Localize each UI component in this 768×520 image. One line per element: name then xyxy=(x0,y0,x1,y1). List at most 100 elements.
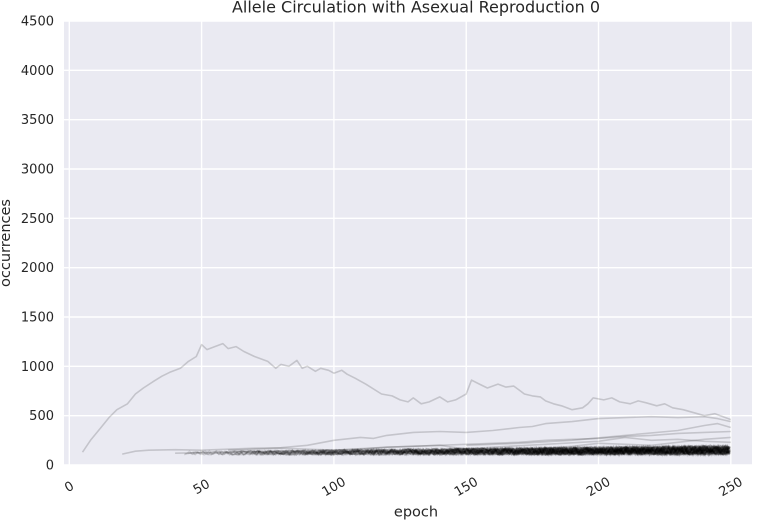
series-line-2 xyxy=(175,430,731,454)
dense-trace xyxy=(235,444,732,457)
x-axis-ticks: 0 50 100 150 200 250 xyxy=(62,475,745,500)
dense-trace xyxy=(386,444,729,458)
y-tick-label: 3500 xyxy=(21,113,54,128)
dense-trace xyxy=(529,443,731,457)
y-tick-label: 0 xyxy=(46,459,54,474)
dense-trace xyxy=(304,444,729,457)
dense-trace xyxy=(230,444,731,457)
dense-trace xyxy=(249,443,730,457)
dense-trace xyxy=(447,444,730,457)
dense-trace xyxy=(192,443,731,458)
dense-trace xyxy=(610,444,730,457)
dense-trace xyxy=(500,443,729,458)
dense-trace xyxy=(184,444,730,458)
dense-trace xyxy=(490,444,729,457)
chart-title: Allele Circulation with Asexual Reproduc… xyxy=(232,0,600,17)
dense-trace xyxy=(408,443,730,458)
dense-trace xyxy=(224,444,731,457)
dense-trace xyxy=(604,444,730,458)
dense-trace xyxy=(302,444,730,457)
dense-trace xyxy=(364,444,731,457)
x-tick-label: 0 xyxy=(62,479,77,496)
dense-trace xyxy=(367,444,731,457)
y-axis-title: occurrences xyxy=(0,199,14,287)
y-tick-label: 4000 xyxy=(21,64,54,79)
dense-trace xyxy=(317,444,730,457)
dense-trace xyxy=(466,444,730,458)
dense-trace xyxy=(233,444,730,458)
dense-trace xyxy=(219,443,731,457)
dense-trace xyxy=(269,444,731,458)
dense-trace xyxy=(511,444,731,458)
dense-trace xyxy=(429,444,730,457)
y-axis-ticks: 0 500 1000 1500 2000 2500 3000 3500 4000 4500 xyxy=(21,15,54,474)
dense-trace xyxy=(369,443,731,457)
dense-trace xyxy=(412,443,731,457)
dense-trace xyxy=(501,444,731,456)
y-tick-label: 3000 xyxy=(21,163,54,178)
series-line-0 xyxy=(81,342,732,453)
dense-trace xyxy=(265,444,729,457)
x-tick-label: 50 xyxy=(191,477,213,498)
dense-trace xyxy=(542,443,732,458)
x-tick-label: 100 xyxy=(320,475,349,500)
dense-trace xyxy=(188,444,731,457)
dense-trace xyxy=(454,443,730,457)
dense-trace xyxy=(432,445,731,457)
x-tick-label: 150 xyxy=(452,475,481,500)
dense-trace xyxy=(487,444,730,457)
dense-trace xyxy=(322,443,731,457)
dense-trace xyxy=(288,444,731,458)
dense-trace xyxy=(529,443,730,457)
dense-trace xyxy=(357,444,731,457)
dense-trace xyxy=(434,444,730,457)
dense-trace xyxy=(403,443,730,457)
dense-trace xyxy=(552,444,731,458)
dense-trace xyxy=(560,444,731,458)
dense-trace xyxy=(341,444,729,457)
grid xyxy=(64,20,752,466)
dense-trace xyxy=(512,444,731,458)
dense-trace xyxy=(517,444,730,457)
y-tick-label: 500 xyxy=(29,409,54,424)
dense-trace xyxy=(320,444,729,458)
series-lines xyxy=(81,342,732,455)
series-line-4 xyxy=(307,436,731,454)
y-tick-label: 1500 xyxy=(21,311,54,326)
dense-trace xyxy=(251,445,730,457)
series-line-5 xyxy=(466,422,732,447)
dense-trace xyxy=(572,444,730,457)
dense-trace xyxy=(388,444,731,457)
dense-trace xyxy=(401,444,731,457)
dense-trace xyxy=(573,443,731,457)
dense-trace xyxy=(537,445,730,457)
dense-trace xyxy=(486,444,732,457)
dense-trace xyxy=(613,444,729,457)
x-axis-title: epoch xyxy=(394,505,438,520)
dense-trace xyxy=(432,444,731,457)
dense-trace xyxy=(342,444,729,457)
x-tick-label: 250 xyxy=(717,475,746,500)
dense-trace xyxy=(427,444,731,457)
dense-band xyxy=(183,443,732,458)
y-tick-label: 1000 xyxy=(21,360,54,375)
y-tick-label: 2000 xyxy=(21,261,54,276)
dense-trace xyxy=(561,445,730,457)
y-tick-label: 4500 xyxy=(21,15,54,30)
dense-trace xyxy=(257,443,730,458)
dense-trace xyxy=(253,444,731,458)
dense-trace xyxy=(448,444,731,457)
series-line-1 xyxy=(122,415,731,455)
dense-trace xyxy=(278,444,729,457)
dense-trace xyxy=(199,444,730,457)
dense-trace xyxy=(301,444,731,457)
plot-background xyxy=(64,21,752,465)
dense-trace xyxy=(392,444,730,457)
dense-trace xyxy=(528,444,730,457)
dense-trace xyxy=(543,444,730,457)
dense-trace xyxy=(183,444,730,457)
x-tick-label: 200 xyxy=(584,475,613,500)
dense-trace xyxy=(532,444,730,457)
